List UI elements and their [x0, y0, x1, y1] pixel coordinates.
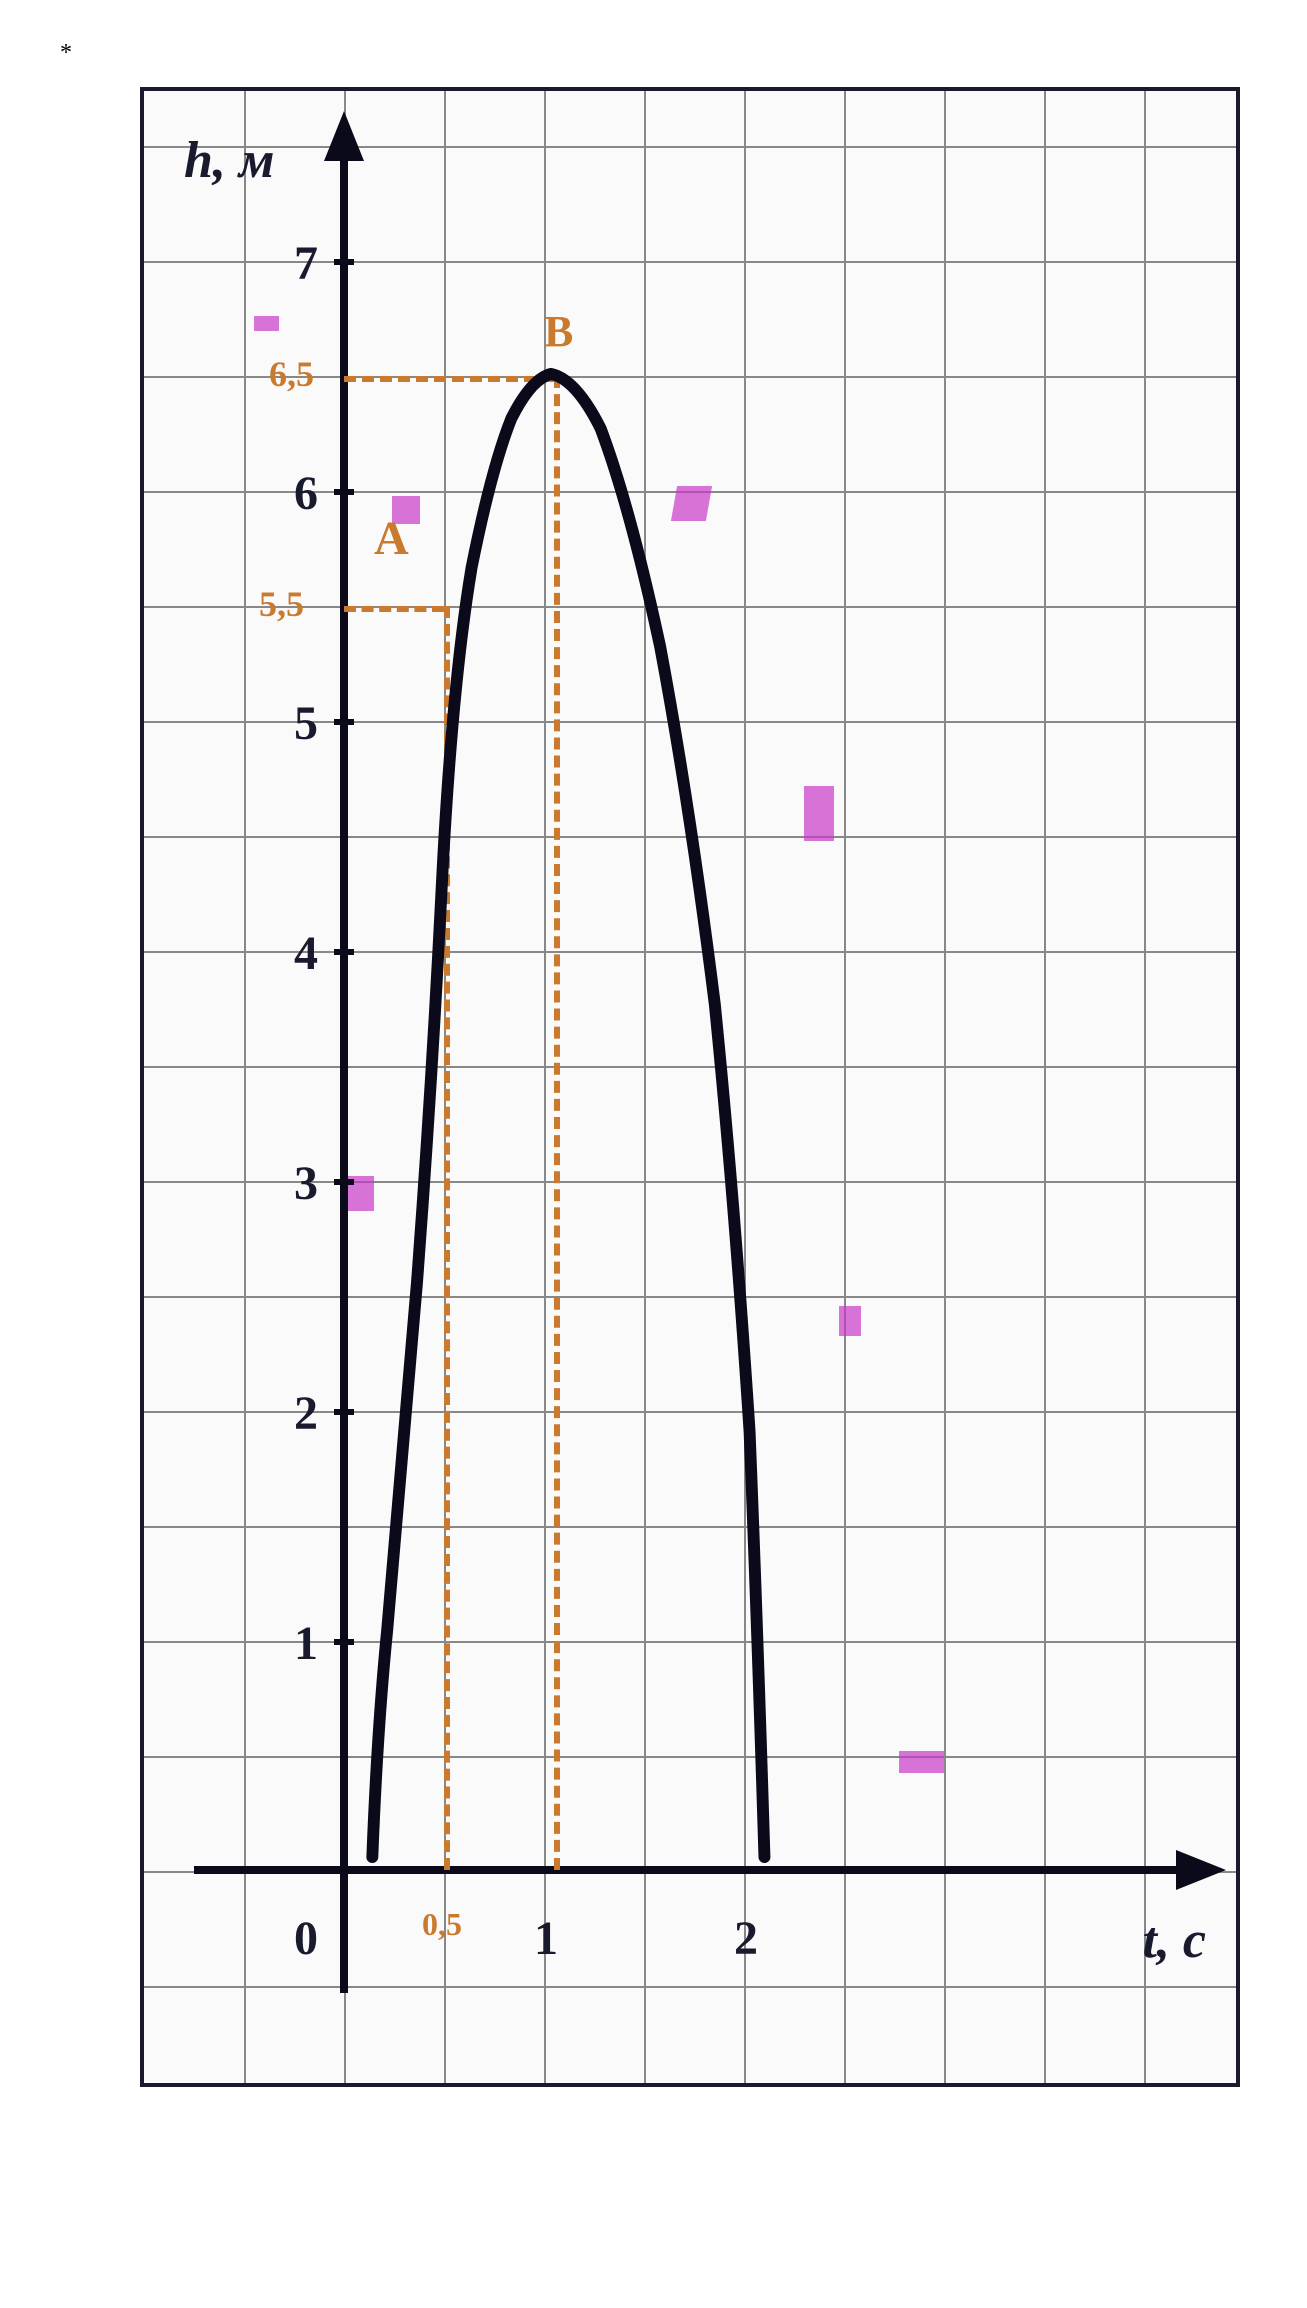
y-axis-arrow — [324, 111, 364, 161]
y-tick-4: 4 — [294, 926, 318, 981]
dashed-line-A-vertical — [444, 606, 450, 1870]
scan-artifact — [254, 316, 279, 331]
origin-label: 0 — [294, 1911, 318, 1966]
y-tick-3: 3 — [294, 1156, 318, 1211]
scan-artifact — [804, 786, 834, 841]
y-tick-1: 1 — [294, 1616, 318, 1671]
x-axis-arrow — [1176, 1850, 1226, 1890]
scan-artifact — [899, 1751, 944, 1773]
scan-artifact — [839, 1306, 861, 1336]
x-tick-1: 1 — [534, 1911, 558, 1966]
dashed-line-B-vertical — [554, 376, 560, 1870]
annotation-0-5: 0,5 — [422, 1906, 462, 1943]
x-axis-label: t, с — [1142, 1911, 1206, 1970]
x-axis — [194, 1866, 1206, 1874]
asterisk-marker: * — [60, 40, 1267, 67]
y-axis-label: h, м — [184, 131, 275, 190]
annotation-6-5: 6,5 — [269, 353, 314, 395]
y-axis — [340, 131, 348, 1993]
y-tick-2: 2 — [294, 1386, 318, 1441]
dashed-line-B-horizontal — [344, 376, 554, 382]
dashed-line-A-horizontal — [344, 606, 444, 612]
y-tick-6: 6 — [294, 466, 318, 521]
point-label-B: B — [544, 306, 573, 357]
annotation-5-5: 5,5 — [259, 583, 304, 625]
scan-artifact — [671, 486, 712, 521]
x-tick-2: 2 — [734, 1911, 758, 1966]
point-label-A: A — [374, 511, 409, 566]
y-tick-7: 7 — [294, 236, 318, 291]
y-tick-5: 5 — [294, 696, 318, 751]
physics-chart: 7 6 5 4 3 2 1 0 1 2 h, м t, с 6,5 5,5 0,… — [140, 87, 1240, 2087]
